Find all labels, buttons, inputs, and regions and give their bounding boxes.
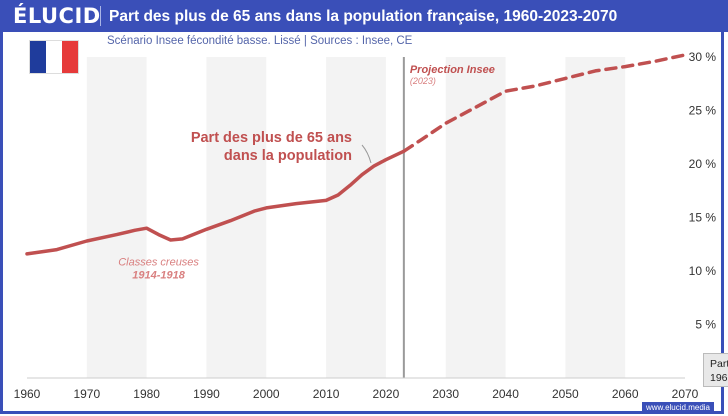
y-tick-label: 10 %	[689, 264, 717, 278]
flag-stripe-red	[62, 41, 78, 73]
y-tick-label: 20 %	[689, 157, 717, 171]
historical-series-line	[25, 149, 406, 256]
grid-band	[326, 57, 386, 378]
projection-series-line	[402, 53, 687, 153]
x-tick-label: 2060	[612, 387, 639, 401]
y-tick-label: 25 %	[689, 104, 717, 118]
flag-stripe-blue	[30, 41, 46, 73]
annotation-series-label-line2: dans la population	[224, 148, 352, 164]
x-axis-ticks: 1960 1970 1980 1990 2000 2010 2020 2030 2040 2050…	[14, 387, 699, 401]
chart-title: Part des plus de 65 ans dans la populati…	[109, 8, 618, 25]
header-bar: ÉLUCID Part des plus de 65 ans dans la p…	[0, 0, 728, 32]
france-flag-icon	[29, 40, 79, 74]
projection-marker-sublabel: (2023)	[410, 76, 436, 86]
grid-band	[445, 57, 506, 378]
x-tick-label: 2000	[253, 387, 280, 401]
x-tick-label: 2050	[552, 387, 579, 401]
flag-stripe-white	[46, 41, 62, 73]
brand-logo: ÉLUCID	[13, 4, 101, 28]
annotation-classes-creuses-years: 1914-1918	[132, 270, 185, 282]
x-tick-label: 1990	[193, 387, 220, 401]
content-frame	[0, 32, 724, 414]
y-axis-ticks: 05 %10 %15 %20 %25 %30 %	[689, 50, 717, 385]
annotation-classes-creuses: Classes creuses	[118, 257, 199, 269]
chart-series	[25, 53, 687, 256]
y-tick-label: 15 %	[689, 211, 717, 225]
x-tick-label: 1960	[14, 387, 41, 401]
chart-subtitle: Scénario Insee fécondité basse. Lissé | …	[107, 35, 413, 47]
tooltip-line-2: 196	[710, 372, 728, 384]
x-tick-label: 1980	[133, 387, 160, 401]
footer-url[interactable]: www.elucid.media	[641, 402, 714, 413]
y-tick-label: 5 %	[695, 318, 716, 332]
hover-tooltip: Part 196	[703, 353, 728, 387]
y-tick-label: 30 %	[689, 50, 717, 64]
grid-band	[86, 57, 147, 378]
header-divider	[100, 6, 101, 26]
annotation-series-label: Part des plus de 65 ans	[191, 130, 352, 146]
grid-band	[565, 57, 626, 378]
x-tick-label: 2030	[432, 387, 459, 401]
x-tick-label: 1970	[73, 387, 100, 401]
x-tick-label: 2010	[313, 387, 340, 401]
projection-marker-label: Projection Insee	[410, 64, 495, 76]
tooltip-line-1: Part	[710, 358, 728, 370]
x-tick-label: 2070	[672, 387, 699, 401]
annotation-leader-line	[361, 144, 372, 164]
x-tick-label: 2040	[492, 387, 519, 401]
x-tick-label: 2020	[373, 387, 400, 401]
grid-bands	[86, 57, 626, 378]
